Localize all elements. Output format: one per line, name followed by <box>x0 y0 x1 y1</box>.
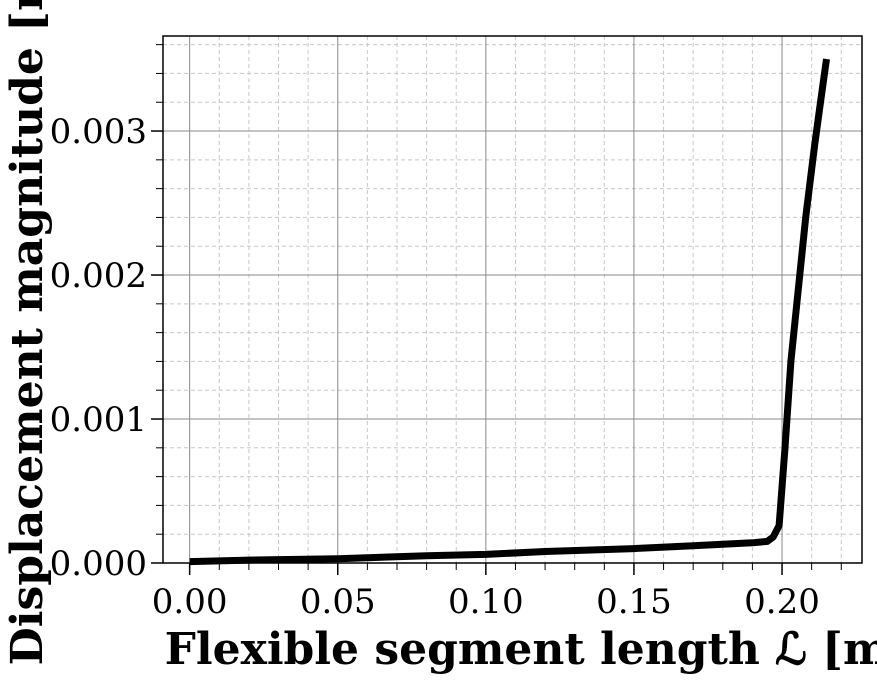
series-layer <box>189 58 830 566</box>
x-tick-label: 0.15 <box>596 582 672 622</box>
series-line <box>189 58 830 566</box>
x-axis-label: Flexible segment length ℒ [m] <box>165 624 877 675</box>
x-tick-label: 0.10 <box>448 582 524 622</box>
x-tick-label: 0.00 <box>152 582 228 622</box>
y-tick-label: 0.001 <box>50 400 147 440</box>
tick-labels: 0.00 0.05 0.10 0.15 0.20 0.000 0.001 0.002 0.003 <box>50 112 820 622</box>
y-tick-label: 0.003 <box>50 112 147 152</box>
major-grid <box>163 36 862 563</box>
y-tick-label: 0.002 <box>50 256 147 296</box>
x-tick-label: 0.20 <box>744 582 820 622</box>
x-tick-label: 0.05 <box>300 582 376 622</box>
axis-ticks <box>151 44 842 575</box>
y-axis-label: Displacement magnitude [m] <box>2 0 53 665</box>
minor-grid <box>163 36 862 563</box>
y-tick-label: 0.000 <box>50 544 147 584</box>
plot-frame <box>162 35 863 564</box>
